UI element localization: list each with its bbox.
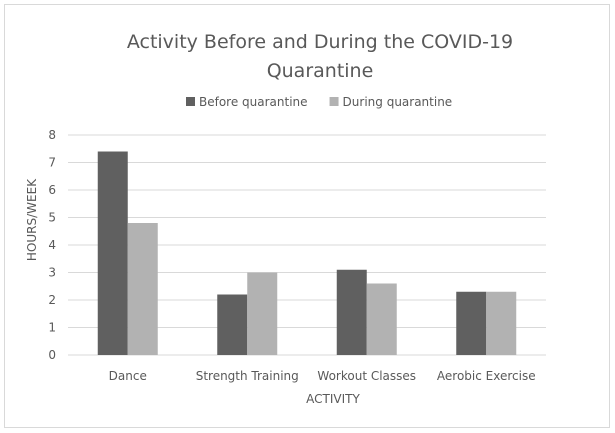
chart-title-line-2: Quarantine — [267, 60, 374, 82]
y-axis-label: HOURS/WEEK — [25, 178, 39, 261]
legend-label: During quarantine — [343, 95, 453, 109]
legend-swatch — [329, 97, 339, 106]
x-axis-label: ACTIVITY — [306, 392, 360, 406]
x-tick-label: Workout Classes — [317, 369, 416, 383]
y-tick-label: 5 — [48, 211, 56, 225]
x-tick-label: Aerobic Exercise — [437, 369, 536, 383]
y-tick-label: 4 — [48, 238, 56, 252]
bar-during — [127, 223, 158, 355]
y-tick-label: 3 — [48, 266, 56, 280]
bar-during — [486, 291, 517, 355]
legend-label: Before quarantine — [199, 95, 308, 109]
y-tick-label: 6 — [48, 183, 56, 197]
bar-before — [456, 291, 487, 355]
x-tick-label: Strength Training — [196, 369, 299, 383]
legend-swatch — [186, 97, 195, 106]
y-tick-label: 0 — [48, 348, 56, 362]
chart-title-line-1: Activity Before and During the COVID-19 — [127, 31, 513, 53]
bar-before — [97, 151, 128, 355]
bar-before — [336, 269, 367, 355]
bar-before — [217, 294, 248, 355]
y-tick-label: 1 — [48, 321, 56, 335]
y-tick-label: 7 — [48, 156, 56, 170]
bar-during — [366, 283, 397, 355]
y-tick-label: 2 — [48, 293, 56, 307]
y-tick-label: 8 — [48, 128, 56, 142]
chart-border — [4, 4, 610, 428]
x-tick-label: Dance — [109, 369, 147, 383]
bar-during — [247, 272, 278, 355]
